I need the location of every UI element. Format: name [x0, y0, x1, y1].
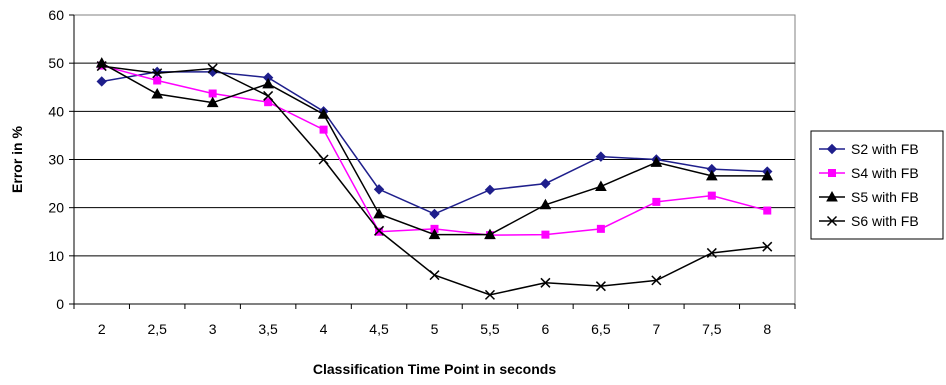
data-point [151, 87, 164, 99]
data-point [595, 151, 607, 162]
y-tick-label: 10 [48, 248, 64, 264]
data-point [262, 77, 274, 89]
data-point [762, 241, 773, 252]
y-axis-title: Error in % [9, 125, 25, 192]
x-tick-label: 2 [98, 321, 106, 337]
data-point [484, 289, 495, 300]
legend-item: S4 with FB [819, 165, 919, 181]
data-point [484, 228, 496, 240]
data-point [263, 90, 274, 101]
data-point [374, 225, 385, 236]
data-point [706, 247, 717, 258]
data-point [761, 169, 774, 181]
data-point [206, 96, 219, 108]
x-tick-label: 6 [542, 321, 550, 337]
data-point [707, 191, 716, 200]
y-tick-label: 20 [48, 200, 64, 216]
x-tick-label: 7 [652, 321, 660, 337]
x-tick-label: 3 [209, 321, 217, 337]
legend-marker [828, 169, 836, 177]
y-tick-label: 40 [48, 103, 64, 119]
y-tick-label: 30 [48, 152, 64, 168]
data-point [318, 154, 329, 165]
data-point [650, 156, 663, 167]
legend-label: S4 with FB [851, 165, 919, 181]
x-tick-label: 2,5 [147, 321, 167, 337]
data-point [96, 61, 107, 72]
legend-item: S6 with FB [819, 213, 919, 229]
data-point [373, 184, 385, 195]
data-point [264, 98, 273, 107]
x-tick-label: 8 [763, 321, 771, 337]
data-point [153, 76, 162, 85]
y-axis: 0 10 20 30 40 50 60 [48, 7, 75, 312]
data-point [540, 277, 551, 288]
data-point [96, 76, 107, 87]
legend-label: S6 with FB [851, 213, 919, 229]
data-point [705, 169, 718, 181]
legend-label: S2 with FB [851, 141, 919, 157]
x-axis: 2 2,5 3 3,5 4 4,5 5 5,5 6 6,5 7 7,5 8 [73, 303, 796, 337]
data-point [484, 184, 496, 196]
legend-label: S5 with FB [851, 189, 919, 205]
x-tick-label: 5,5 [480, 321, 500, 337]
y-tick-label: 60 [48, 7, 64, 23]
data-point [208, 89, 217, 98]
series-4 [96, 61, 773, 300]
y-tick-label: 50 [48, 55, 64, 71]
data-point [207, 63, 218, 74]
data-point [596, 224, 605, 233]
x-tick-label: 4,5 [369, 321, 389, 337]
x-tick-label: 7,5 [702, 321, 722, 337]
series-3 [95, 57, 774, 240]
x-tick-label: 3,5 [258, 321, 278, 337]
x-tick-label: 6,5 [591, 321, 611, 337]
legend-item: S5 with FB [819, 189, 919, 205]
data-point [540, 178, 551, 189]
data-point [541, 230, 550, 239]
data-point [651, 275, 662, 286]
legend-item: S2 with FB [819, 141, 919, 157]
x-tick-label: 5 [431, 321, 439, 337]
data-point [428, 228, 441, 240]
gridlines [74, 62, 795, 257]
data-point [595, 180, 607, 191]
data-point [595, 281, 606, 292]
data-point [539, 198, 552, 210]
x-axis-title: Classification Time Point in seconds [313, 361, 556, 377]
y-tick-label: 0 [56, 296, 64, 312]
series-layer [95, 57, 774, 300]
data-point [763, 206, 772, 215]
data-point [429, 270, 440, 281]
data-point [652, 197, 661, 206]
legend-marker [826, 143, 838, 155]
data-point [429, 208, 440, 220]
legend: S2 with FB S4 with FB S5 with FB S6 with FB [810, 130, 944, 240]
legend-marker [826, 190, 838, 202]
data-point [319, 125, 328, 134]
data-point [373, 207, 385, 219]
data-point [152, 68, 163, 79]
legend-marker [826, 215, 838, 227]
data-point [317, 108, 330, 119]
x-tick-label: 4 [320, 321, 328, 337]
